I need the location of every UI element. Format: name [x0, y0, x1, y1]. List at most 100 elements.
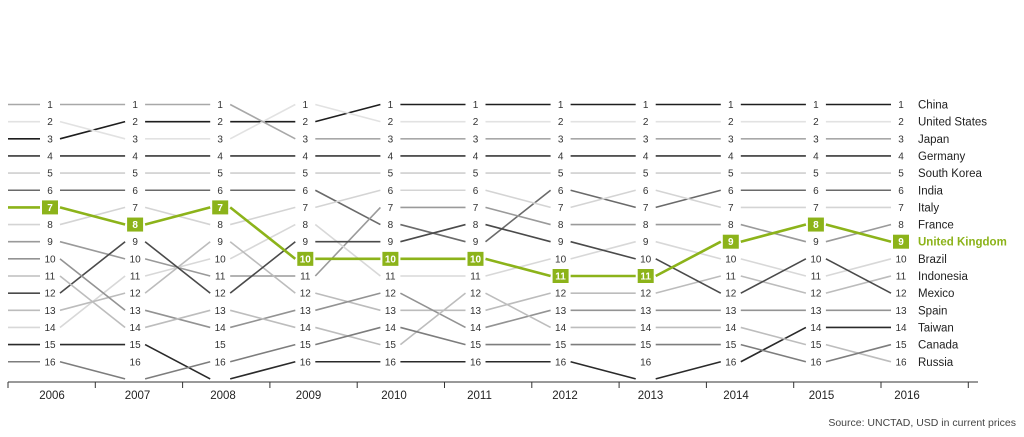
- country-label-spain: Spain: [918, 305, 947, 317]
- rank-number: 13: [810, 306, 822, 317]
- rank-number: 6: [728, 186, 734, 197]
- series-line-canada: [59, 360, 126, 380]
- rank-number: 16: [300, 357, 312, 368]
- series-line-united-kingdom: [229, 206, 297, 260]
- rank-number: 16: [810, 357, 822, 368]
- series-line-russia: [485, 292, 551, 329]
- rank-number: 2: [473, 117, 479, 128]
- rank-number: 7: [728, 203, 734, 214]
- series-line-brazil: [314, 223, 381, 277]
- rank-number: 3: [217, 134, 223, 145]
- rank-number: 10: [555, 254, 567, 265]
- series-line-spain: [315, 292, 381, 312]
- country-label-united-kingdom: United Kingdom: [918, 237, 1007, 249]
- rank-number: 16: [640, 357, 652, 368]
- series-line-india: [314, 189, 381, 226]
- rank-number: 9: [217, 237, 223, 248]
- rank-number: 4: [558, 151, 564, 162]
- series-line-indonesia: [740, 275, 807, 294]
- rank-number: 2: [898, 117, 904, 128]
- series-line-canada: [825, 343, 892, 363]
- x-tick-label: 2007: [125, 390, 151, 402]
- rank-number: 3: [728, 134, 734, 145]
- series-line-united-states: [315, 103, 381, 123]
- x-tick-label: 2009: [296, 390, 322, 402]
- rank-number: 1: [813, 100, 819, 111]
- rank-number: 13: [470, 306, 482, 317]
- rank-number: 4: [473, 151, 479, 162]
- rank-number: 3: [303, 134, 309, 145]
- rank-number: 13: [44, 306, 56, 317]
- country-label-germany: Germany: [918, 151, 966, 163]
- highlight-badge-number: 7: [47, 203, 53, 214]
- rank-number: 5: [643, 169, 649, 180]
- x-tick-label: 2010: [381, 390, 407, 402]
- highlight-badge: [467, 251, 484, 266]
- series-line-brazil: [655, 240, 722, 260]
- rank-number: 10: [215, 254, 227, 265]
- rank-number: 6: [47, 186, 53, 197]
- rank-number: 2: [813, 117, 819, 128]
- rank-number: 7: [388, 203, 394, 214]
- highlight-badge-number: 8: [132, 220, 138, 231]
- rank-number: 16: [555, 357, 567, 368]
- series-line-russia: [399, 292, 466, 346]
- highlight-badge: [893, 234, 909, 249]
- series-line-united-kingdom: [740, 223, 807, 243]
- rank-number: 14: [130, 323, 142, 334]
- series-line-canada: [315, 326, 381, 346]
- series-line-brazil: [229, 223, 296, 260]
- rank-number: 16: [385, 357, 397, 368]
- rank-number: 12: [215, 289, 227, 300]
- highlight-badge-number: 9: [728, 237, 734, 248]
- rank-number: 14: [470, 323, 482, 334]
- series-line-france: [485, 206, 551, 226]
- series-line-mexico: [570, 240, 636, 260]
- rank-number: 7: [643, 203, 649, 214]
- rank-number: 4: [303, 151, 309, 162]
- series-line-italy: [229, 206, 296, 226]
- rank-number: 14: [810, 323, 822, 334]
- country-label-india: India: [918, 185, 944, 197]
- rank-number: 4: [132, 151, 138, 162]
- rank-number: 4: [217, 151, 223, 162]
- series-line-mexico: [485, 223, 551, 243]
- rank-number: 14: [555, 323, 567, 334]
- x-tick-label: 2008: [210, 390, 236, 402]
- rank-number: 12: [810, 289, 822, 300]
- highlight-badge-number: 10: [300, 254, 312, 265]
- rank-number: 14: [215, 323, 227, 334]
- rank-number: 15: [215, 340, 227, 351]
- rank-number: 3: [473, 134, 479, 145]
- rank-number: 11: [130, 272, 141, 283]
- highlight-badge: [127, 217, 144, 232]
- rank-number: 7: [473, 203, 479, 214]
- rank-number: 8: [558, 220, 564, 231]
- rank-number: 5: [132, 169, 138, 180]
- rank-number: 6: [558, 186, 564, 197]
- x-tick-label: 2011: [467, 390, 492, 402]
- rank-number: 15: [385, 340, 397, 351]
- rank-number: 13: [215, 306, 227, 317]
- rank-number: 1: [47, 100, 53, 111]
- series-line-taiwan: [229, 360, 296, 380]
- rank-number: 15: [725, 340, 737, 351]
- series-line-mexico: [740, 258, 807, 294]
- highlight-badge-number: 11: [640, 272, 651, 283]
- rank-number: 5: [898, 169, 904, 180]
- rank-number: 9: [47, 237, 53, 248]
- rank-number: 16: [725, 357, 737, 368]
- rank-number: 16: [130, 357, 142, 368]
- series-line-italy: [655, 189, 722, 209]
- rank-number: 11: [470, 272, 481, 283]
- rank-number: 4: [388, 151, 394, 162]
- country-label-united-states: United States: [918, 117, 987, 129]
- series-line-indonesia: [825, 275, 892, 294]
- series-line-indonesia: [655, 275, 722, 294]
- highlight-badge-number: 11: [555, 272, 566, 283]
- x-tick-label: 2016: [894, 390, 920, 402]
- rank-number: 7: [813, 203, 819, 214]
- series-line-united-states: [59, 120, 126, 140]
- rank-number: 3: [132, 134, 138, 145]
